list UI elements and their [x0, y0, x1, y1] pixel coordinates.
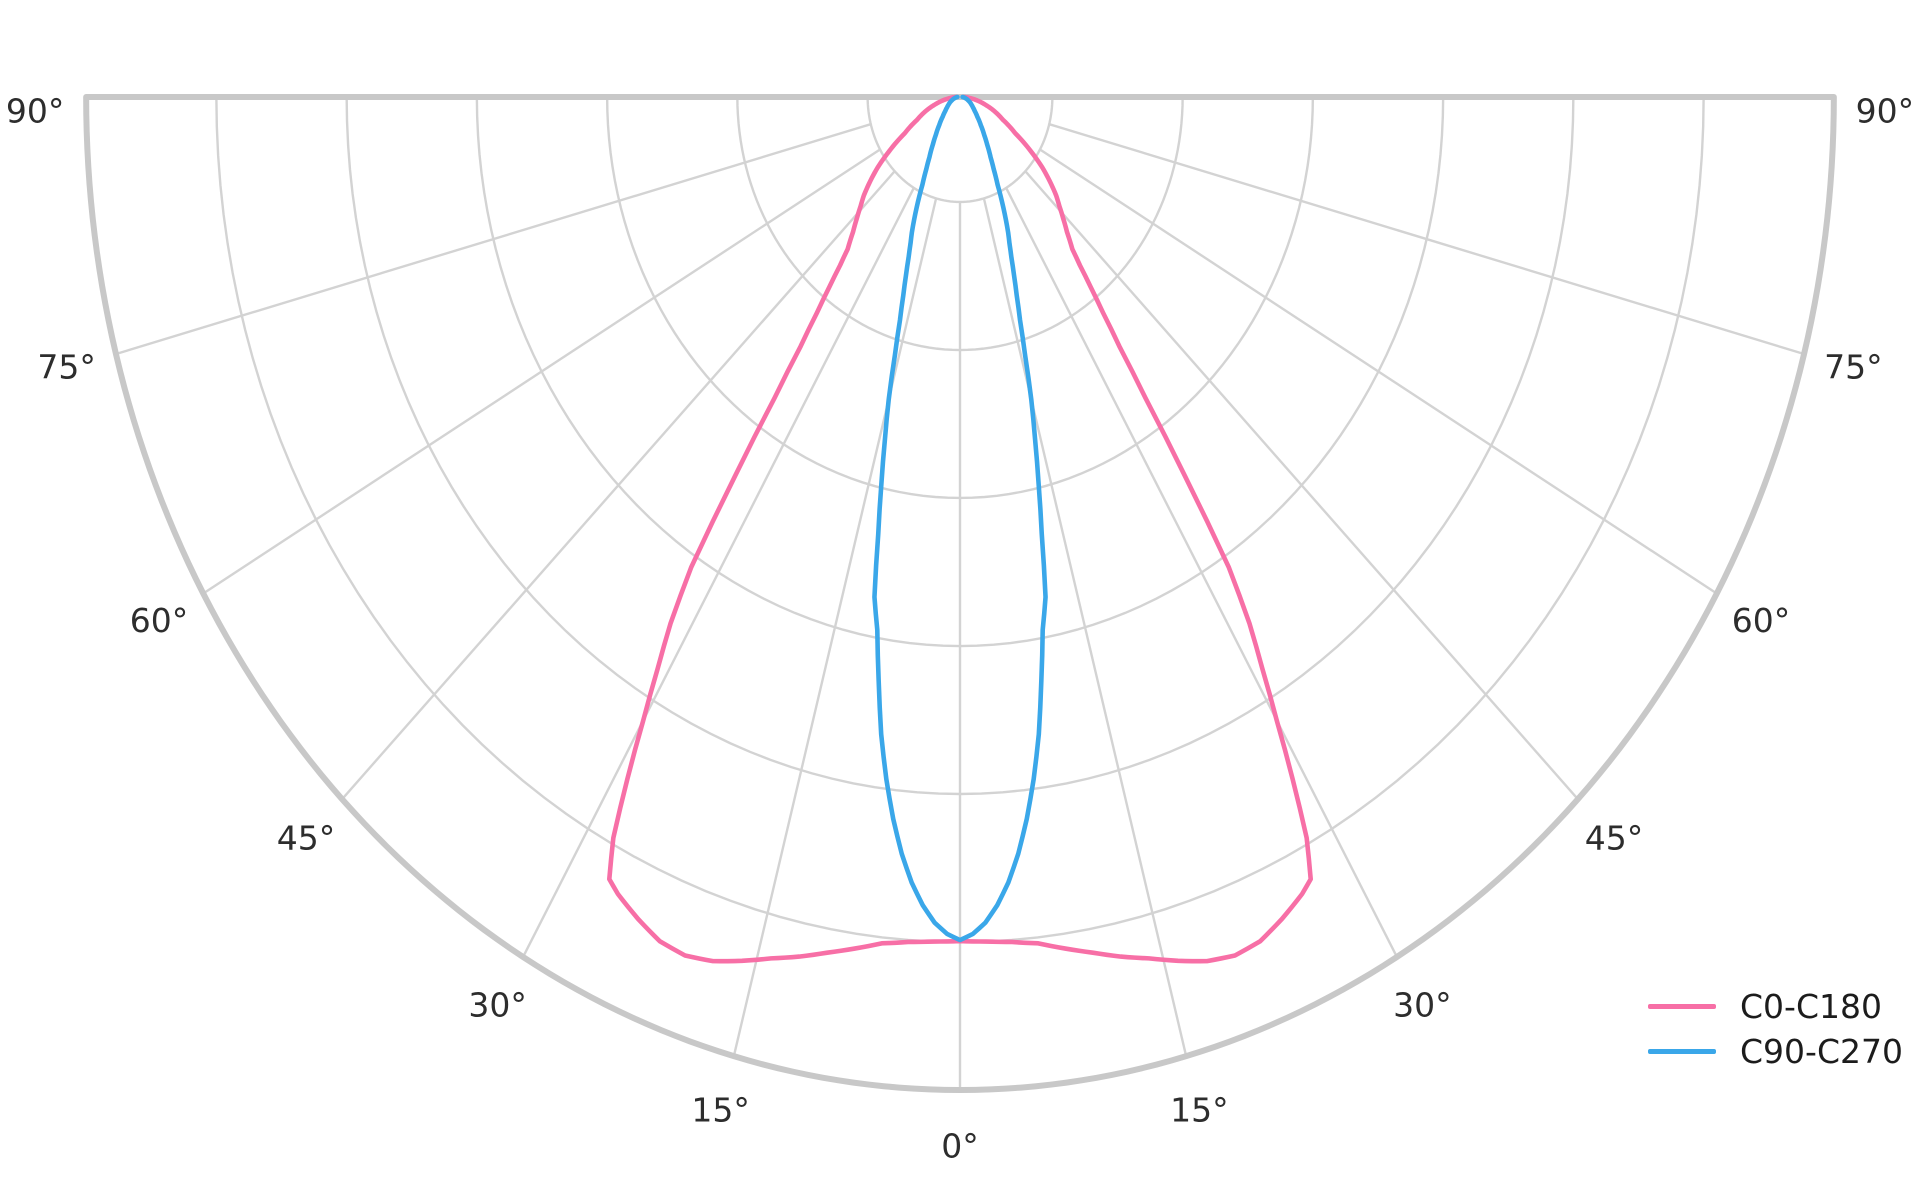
angle-tick-label: 30°: [1393, 986, 1452, 1025]
radial-gridline: [202, 148, 881, 595]
radial-gridline: [1048, 123, 1805, 356]
angle-tick-label: 90°: [1856, 92, 1915, 131]
grid-ring: [866, 96, 1054, 204]
radial-gridline: [341, 170, 896, 800]
legend-swatch-c90-c270: [1648, 1049, 1716, 1054]
boundary-arc: [83, 94, 1837, 1094]
legend-item-c90-c270: C90-C270: [1648, 1029, 1903, 1074]
radial-gridline: [522, 187, 915, 958]
radial-gridline: [1024, 170, 1579, 800]
angle-tick-label: 0°: [941, 1127, 979, 1166]
angle-tick-label: 60°: [1732, 601, 1791, 640]
legend-label-c90-c270: C90-C270: [1740, 1032, 1903, 1071]
radial-gridline: [732, 198, 938, 1057]
legend-item-c0-c180: C0-C180: [1648, 984, 1903, 1029]
angle-tick-label: 30°: [468, 986, 527, 1025]
angle-tick-label: 90°: [6, 92, 65, 131]
radial-gridline: [115, 123, 872, 356]
angle-tick-label: 60°: [130, 601, 189, 640]
legend-swatch-c0-c180: [1648, 1004, 1716, 1009]
angle-tick-label: 45°: [277, 819, 336, 858]
radial-gridline: [982, 198, 1188, 1057]
angle-tick-label: 75°: [37, 348, 96, 387]
angle-tick-label: 45°: [1585, 819, 1644, 858]
legend: C0-C180 C90-C270: [1648, 984, 1903, 1074]
angle-tick-label: 15°: [1170, 1091, 1229, 1130]
radial-gridline: [1005, 187, 1398, 958]
angle-tick-label: 75°: [1824, 348, 1883, 387]
angle-tick-label: 15°: [691, 1091, 750, 1130]
radial-gridline: [1039, 148, 1718, 595]
legend-label-c0-c180: C0-C180: [1740, 987, 1882, 1026]
polar-curve-c90-c270: [872, 94, 1048, 943]
